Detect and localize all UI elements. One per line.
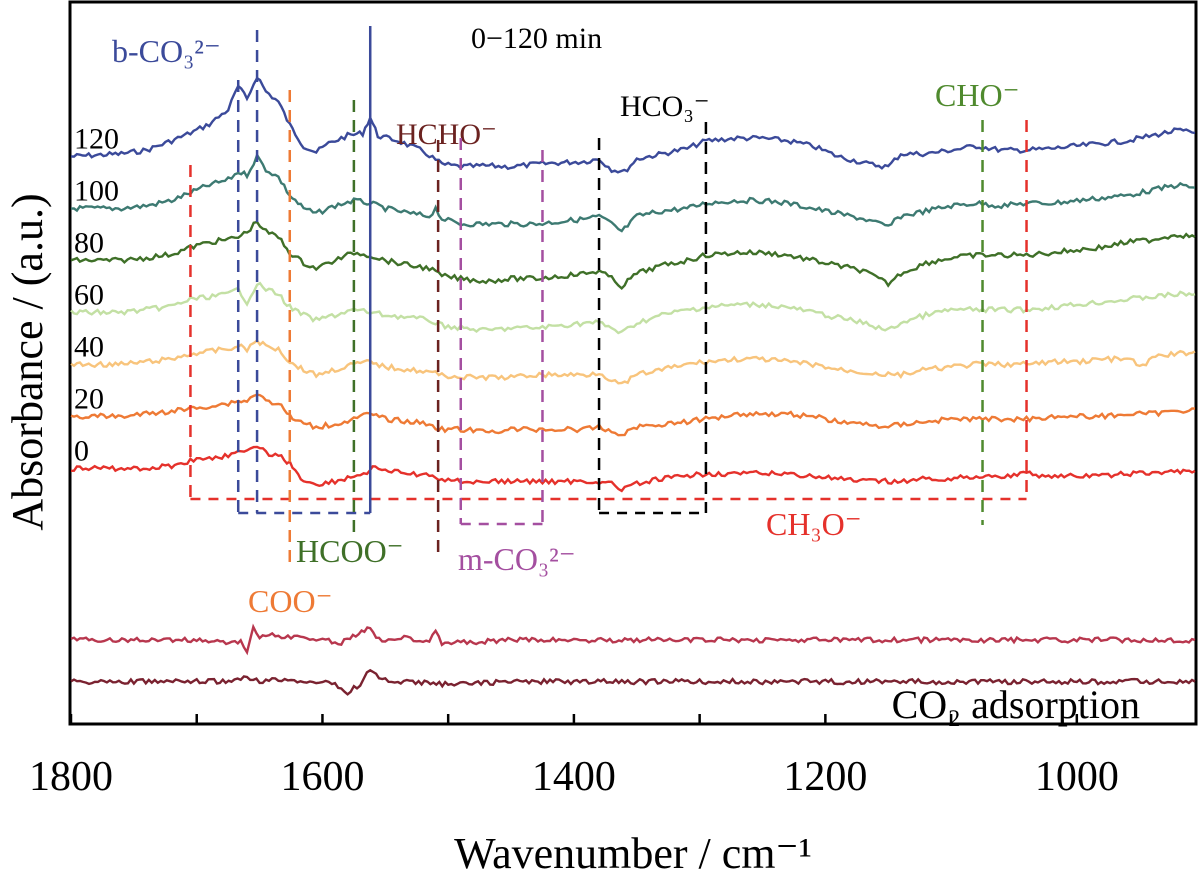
annotation-label-hcho: HCHO⁻ — [396, 118, 497, 151]
x-tick-label-1600: 1600 — [280, 754, 364, 800]
annotation-label-hco3: HCO₃⁻ — [620, 90, 710, 123]
series-line-120 — [70, 76, 1196, 174]
plot-frame — [68, 0, 1198, 726]
series-label: 60 — [74, 278, 104, 311]
annotation-label-hcoo: HCOO⁻ — [296, 533, 404, 569]
x-tick-label-1200: 1200 — [783, 754, 867, 800]
series-label: 20 — [74, 382, 104, 415]
annotation-label-coo: COO⁻ — [248, 583, 332, 619]
x-tick-label-1400: 1400 — [532, 754, 616, 800]
plot-area — [68, 0, 1198, 726]
series-line-co2-upper — [70, 623, 1196, 656]
annotation-layer: CH₃O⁻ b-CO₃²⁻ COO⁻ HCOO⁻ HCHO⁻ m-CO₃²⁻ HCO₃⁻ CH… — [112, 26, 1028, 619]
annotation-label-ch3o: CH₃O⁻ — [766, 506, 862, 542]
x-tick-label-1800: 1800 — [29, 754, 113, 800]
annotation-label-cho: CHO⁻ — [935, 77, 1019, 113]
annotation-label-m-co3: m-CO₃²⁻ — [458, 541, 576, 577]
series-line-60 — [70, 281, 1196, 335]
series-line-0 — [70, 445, 1196, 493]
series-label: 100 — [74, 174, 119, 207]
y-axis-label: Absorbance / (a.u.) — [3, 193, 52, 530]
x-axis: 1800 1600 1400 1200 1000 — [29, 714, 1119, 800]
series-label: 0 — [74, 434, 89, 467]
annotation-label-b-co3: b-CO₃²⁻ — [112, 33, 221, 69]
chart-title: 0−120 min — [471, 22, 602, 55]
series-label-co2-adsorption: CO₂ adsorption — [892, 682, 1140, 727]
series-label: 80 — [74, 226, 104, 259]
series-label: 120 — [74, 122, 119, 155]
series-line-co-adsorption — [70, 668, 1196, 696]
x-axis-label: Wavenumber / cm⁻¹ — [454, 829, 812, 878]
series-label: 40 — [74, 330, 104, 363]
x-tick-label-1000: 1000 — [1035, 754, 1119, 800]
